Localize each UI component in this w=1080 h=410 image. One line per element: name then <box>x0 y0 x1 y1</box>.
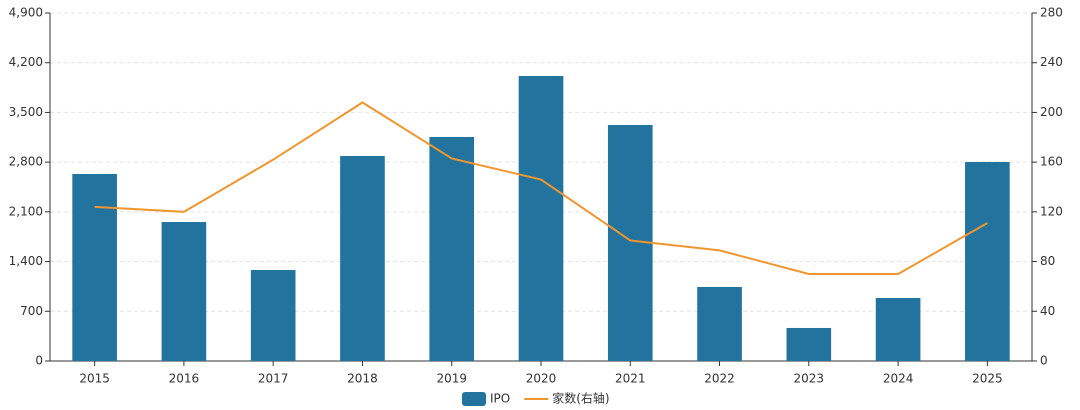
y-tick-label: 4,900 <box>9 6 43 20</box>
y-tick-label: 2,100 <box>9 204 43 218</box>
bar <box>429 137 475 361</box>
y2-tick-label: 200 <box>1040 105 1063 119</box>
bar <box>518 75 564 361</box>
x-tick-label: 2023 <box>794 372 825 386</box>
x-tick-label: 2016 <box>169 372 200 386</box>
x-tick-label: 2020 <box>526 372 557 386</box>
y-tick-label: 3,500 <box>9 105 43 119</box>
x-tick-label: 2022 <box>704 372 735 386</box>
y-tick-label: 2,800 <box>9 155 43 169</box>
x-tick-label: 2017 <box>258 372 289 386</box>
y-tick-label: 1,400 <box>9 254 43 268</box>
bar <box>786 327 832 361</box>
bar <box>250 270 296 361</box>
y-tick-label: 0 <box>35 354 43 368</box>
bar <box>875 298 921 361</box>
y2-tick-label: 160 <box>1040 155 1063 169</box>
y2-tick-label: 0 <box>1040 354 1048 368</box>
x-tick-label: 2024 <box>883 372 914 386</box>
y2-tick-label: 120 <box>1040 204 1063 218</box>
bar <box>161 222 207 361</box>
y-tick-label: 4,200 <box>9 55 43 69</box>
x-tick-label: 2021 <box>615 372 646 386</box>
legend-label: 家数(右轴) <box>552 391 609 406</box>
line <box>94 101 988 275</box>
x-tick-label: 2018 <box>347 372 378 386</box>
y2-tick-label: 80 <box>1040 254 1055 268</box>
legend: IPO 家数(右轴) <box>462 391 610 406</box>
x-tick-label: 2015 <box>79 372 110 386</box>
bar <box>965 162 1010 361</box>
y2-tick-label: 40 <box>1040 304 1055 318</box>
bar <box>697 286 742 361</box>
y-tick-label: 700 <box>20 304 43 318</box>
y2-tick-label: 240 <box>1040 55 1063 69</box>
x-tick-label: 2019 <box>436 372 467 386</box>
y2-tick-label: 280 <box>1040 6 1063 20</box>
bar <box>72 174 117 361</box>
legend-swatch <box>462 392 486 406</box>
x-tick-label: 2025 <box>972 372 1003 386</box>
bar <box>340 156 385 361</box>
legend-label: IPO <box>490 392 510 406</box>
